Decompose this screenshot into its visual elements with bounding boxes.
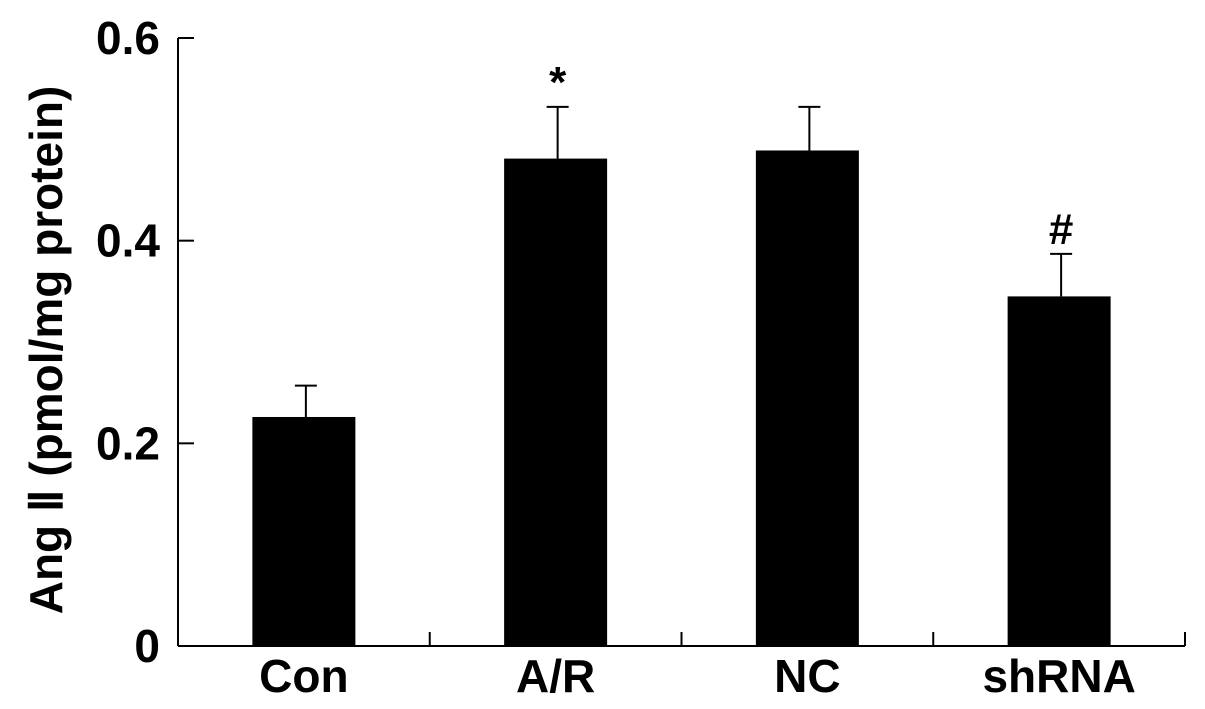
category-labels: Con A/R NC shRNA [259,650,1136,702]
y-axis-title: Ang Ⅱ (pmol/mg protein) [20,86,72,615]
x-tick-label: A/R [516,650,595,702]
x-tick-label: NC [774,650,840,702]
x-tick-label: shRNA [982,650,1135,702]
bar [252,416,356,646]
bar [1007,296,1111,646]
x-tick-label: Con [259,650,348,702]
significance-labels: *# [549,58,1073,254]
y-tick-label: 0.2 [96,417,160,469]
bar [504,158,608,646]
significance-marker: * [549,58,567,107]
bar [755,150,859,647]
error-bars [294,105,1073,417]
bars [252,150,1111,647]
y-ticks: 0 0.2 0.4 0.6 [96,12,194,672]
y-tick-label: 0 [134,620,160,672]
y-tick-label: 0.4 [96,215,160,267]
y-tick-label: 0.6 [96,12,160,64]
significance-marker: # [1049,205,1073,254]
x-ticks [428,632,1186,646]
